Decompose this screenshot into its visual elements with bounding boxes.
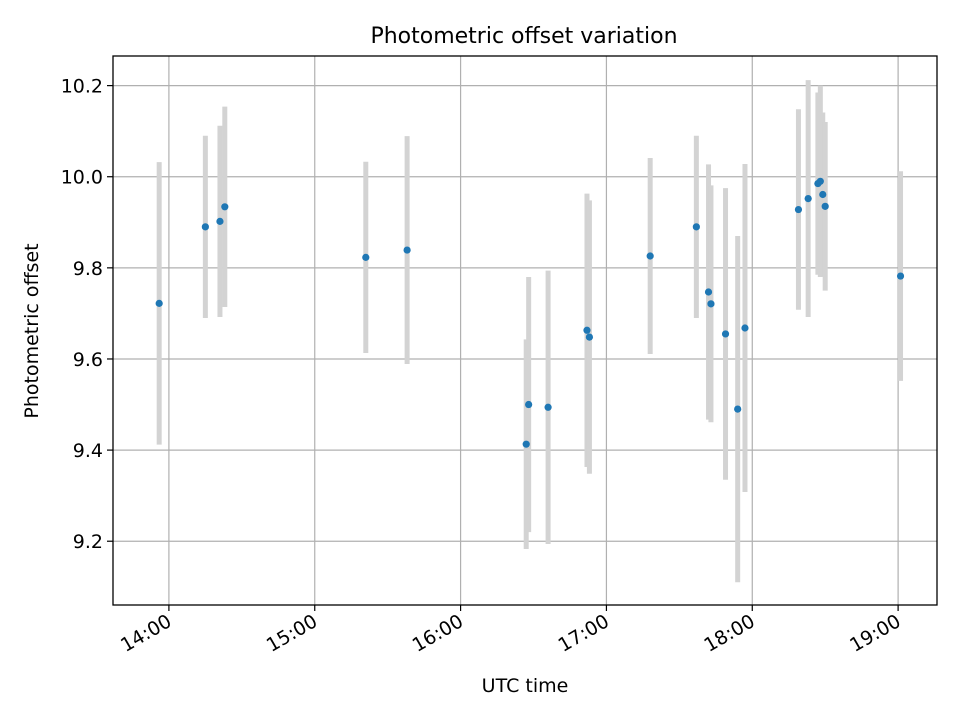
y-tick-label: 9.4 <box>73 440 103 462</box>
data-point <box>201 223 209 231</box>
data-point <box>216 217 224 225</box>
data-point <box>403 246 411 254</box>
chart-title: Photometric offset variation <box>370 24 677 49</box>
data-point <box>525 400 533 409</box>
data-point <box>522 440 530 448</box>
data-point <box>221 203 229 211</box>
data-point <box>816 177 824 185</box>
data-point <box>734 405 742 413</box>
x-axis-label: UTC time <box>482 675 569 697</box>
data-points <box>155 177 905 448</box>
y-tick-label: 10.0 <box>61 167 103 189</box>
plot-frame <box>112 55 938 606</box>
data-point <box>819 190 827 199</box>
data-point <box>362 253 370 261</box>
data-point <box>583 326 591 334</box>
data-point <box>707 300 715 308</box>
data-point <box>646 252 654 260</box>
data-point <box>741 324 749 332</box>
data-point <box>804 195 812 203</box>
data-point <box>721 330 730 338</box>
y-tick-label: 9.2 <box>73 531 103 553</box>
data-point <box>704 288 713 296</box>
y-tick-label: 9.8 <box>73 258 103 280</box>
y-axis-ticks: 9.2 9.4 9.6 9.8 10.0 10.2 <box>61 76 113 553</box>
data-point <box>896 272 905 280</box>
data-point <box>692 223 700 231</box>
y-tick-label: 10.2 <box>61 76 103 98</box>
data-point <box>155 299 163 307</box>
y-axis-label: Photometric offset <box>21 243 43 418</box>
data-point <box>821 202 829 210</box>
data-point <box>585 333 594 341</box>
y-tick-label: 9.6 <box>73 349 103 371</box>
data-point <box>794 205 803 214</box>
data-point <box>544 403 552 411</box>
